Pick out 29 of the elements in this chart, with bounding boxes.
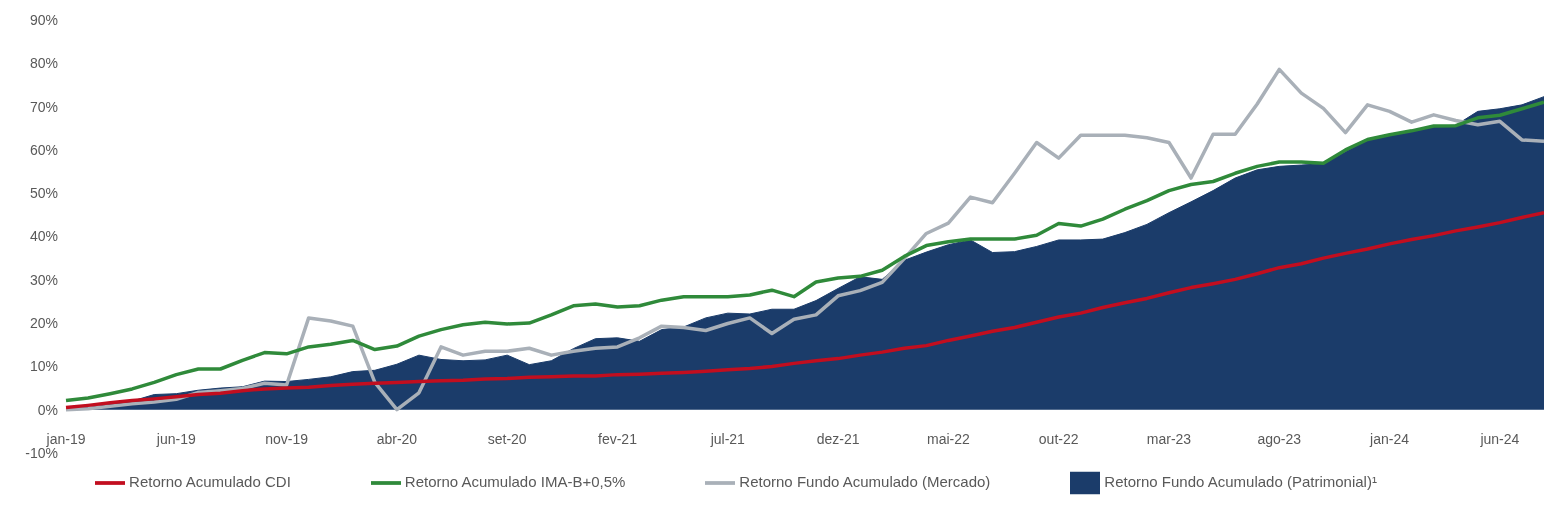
x-tick-label: set-20 (487, 431, 527, 448)
x-tick-label: ago-23 (1257, 431, 1302, 448)
y-tick-label: 60% (29, 141, 58, 158)
legend-label: Retorno Acumulado CDI (129, 472, 291, 490)
y-tick-label: 80% (29, 55, 58, 72)
line-series (64, 210, 1544, 410)
y-tick-label: 90% (29, 11, 58, 28)
y-tick-label: 70% (29, 98, 58, 115)
x-tick-label: mai-22 (926, 431, 970, 448)
legend-label: Retorno Fundo Acumulado (Patrimonial)¹ (1104, 472, 1377, 490)
legend-label: Retorno Fundo Acumulado (Mercado) (739, 472, 991, 490)
x-tick-label: jul-21 (709, 431, 746, 448)
y-tick-label: 20% (29, 315, 58, 332)
x-tick-label: fev-21 (598, 431, 638, 448)
x-tick-label: jan-19 (45, 431, 86, 448)
y-tick-label: 30% (29, 271, 58, 288)
x-tick-label: out-22 (1038, 431, 1079, 448)
x-tick-label: jun-24 (1479, 431, 1520, 448)
x-tick-label: jun-19 (155, 431, 196, 448)
y-tick-label: 40% (29, 228, 58, 245)
y-tick-label: 50% (29, 185, 58, 202)
x-tick-label: nov-19 (265, 431, 309, 448)
x-tick-label: mar-23 (1146, 431, 1192, 448)
x-tick-label: jan-24 (1369, 431, 1410, 448)
x-tick-label: dez-21 (816, 431, 860, 448)
y-tick-label: 10% (29, 358, 58, 375)
legend-label: Retorno Acumulado IMA-B+0,5% (404, 472, 626, 490)
y-tick-label: 0% (37, 401, 58, 418)
x-tick-label: abr-20 (376, 431, 418, 448)
